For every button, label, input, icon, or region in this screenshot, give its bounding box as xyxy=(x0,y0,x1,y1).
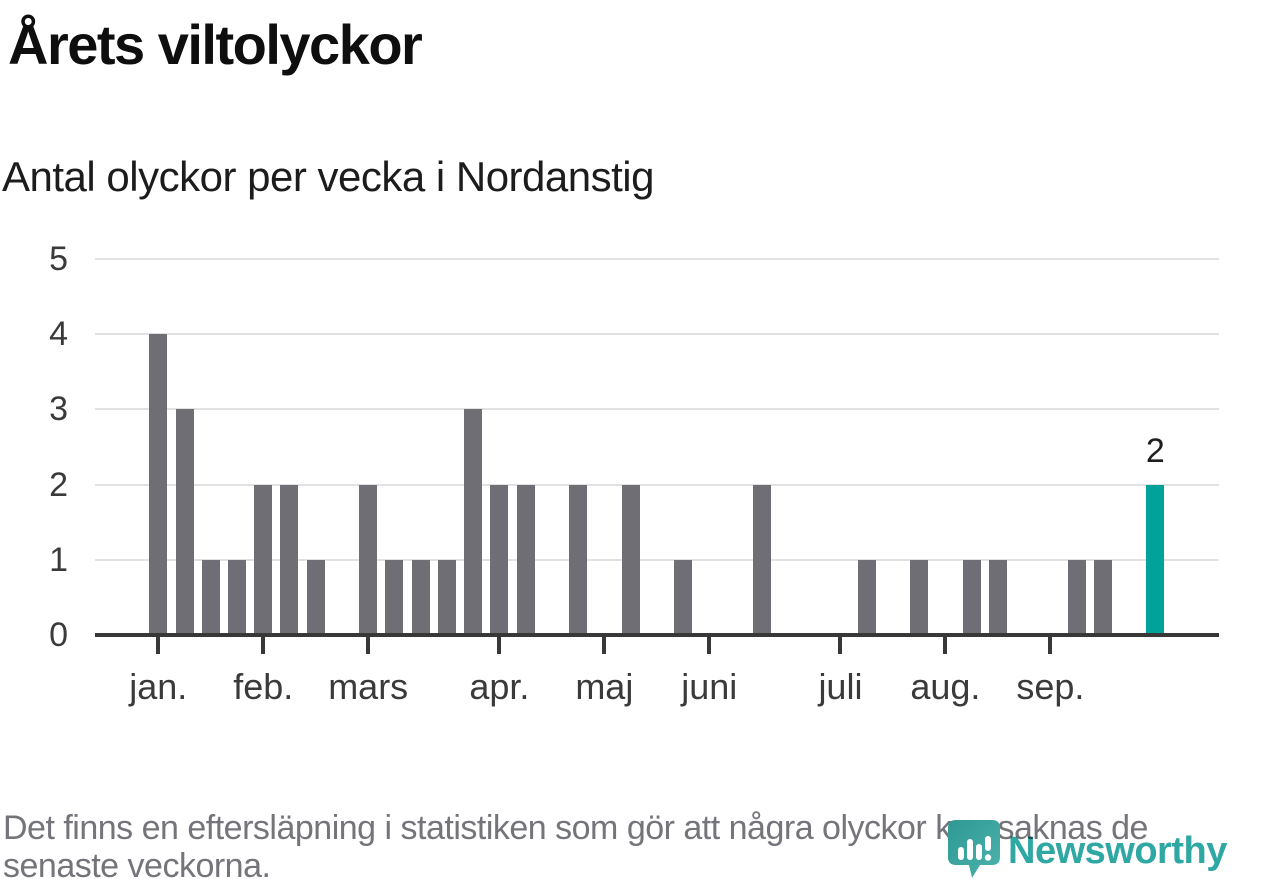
footnote-line: senaste veckorna. xyxy=(3,847,271,879)
gridline xyxy=(95,408,1219,411)
month-label: aug. xyxy=(910,666,981,707)
y-axis-tick-label: 0 xyxy=(49,616,68,654)
y-axis-tick-label: 3 xyxy=(49,390,68,429)
bar xyxy=(385,559,404,633)
gridline xyxy=(95,333,1219,336)
newsworthy-badge-icon xyxy=(948,820,1000,878)
newsworthy-logo: Newsworthy xyxy=(946,818,1258,879)
x-axis-tick xyxy=(602,637,607,654)
y-axis-tick-label: 1 xyxy=(49,540,68,579)
y-axis-tick-label: 5 xyxy=(49,240,68,278)
month-label: mars xyxy=(328,666,409,707)
bar xyxy=(962,559,981,633)
x-axis xyxy=(95,633,1219,637)
month-label: sep. xyxy=(1016,666,1085,707)
month-label: juni xyxy=(681,666,738,707)
bar xyxy=(175,409,194,633)
gridline xyxy=(95,483,1219,486)
bar xyxy=(988,559,1007,633)
bar xyxy=(201,559,220,633)
x-axis-tick xyxy=(366,637,371,654)
bar xyxy=(674,559,693,633)
highlight-value-label: 2 xyxy=(1145,432,1165,470)
x-axis-tick xyxy=(497,637,502,654)
bar xyxy=(490,484,509,633)
month-label: jan. xyxy=(129,666,188,707)
newsworthy-wordmark: Newsworthy xyxy=(1008,830,1227,872)
gridline xyxy=(95,558,1219,561)
page-title: Årets viltolyckor xyxy=(8,13,423,76)
bar xyxy=(752,484,771,633)
bar xyxy=(569,484,588,633)
x-axis-tick xyxy=(838,637,843,654)
x-axis-tick xyxy=(156,637,161,654)
bar xyxy=(306,559,325,633)
bar xyxy=(464,409,483,633)
bar xyxy=(910,559,929,633)
y-axis-tick-label: 4 xyxy=(49,315,68,354)
bar xyxy=(149,334,168,633)
x-axis-tick xyxy=(261,637,266,654)
bar xyxy=(621,484,640,633)
month-label: maj xyxy=(575,666,634,707)
bar xyxy=(857,559,876,633)
month-label: feb. xyxy=(233,666,294,707)
bar xyxy=(437,559,456,633)
bar xyxy=(280,484,299,633)
x-axis-tick xyxy=(707,637,712,654)
bar xyxy=(228,559,246,633)
highlighted-bar xyxy=(1146,484,1165,633)
bar xyxy=(516,484,535,633)
month-label: apr. xyxy=(469,666,530,707)
bar xyxy=(411,559,430,633)
bar xyxy=(1067,559,1086,633)
month-label: juli xyxy=(818,666,863,707)
y-axis-tick-label: 2 xyxy=(49,465,68,504)
chart-subtitle: Antal olyckor per vecka i Nordanstig xyxy=(2,153,654,200)
bar xyxy=(254,484,273,633)
x-axis-tick xyxy=(1048,637,1053,654)
gridline xyxy=(95,258,1219,260)
bar xyxy=(359,484,378,633)
bar xyxy=(1093,559,1112,633)
x-axis-tick xyxy=(943,637,948,654)
